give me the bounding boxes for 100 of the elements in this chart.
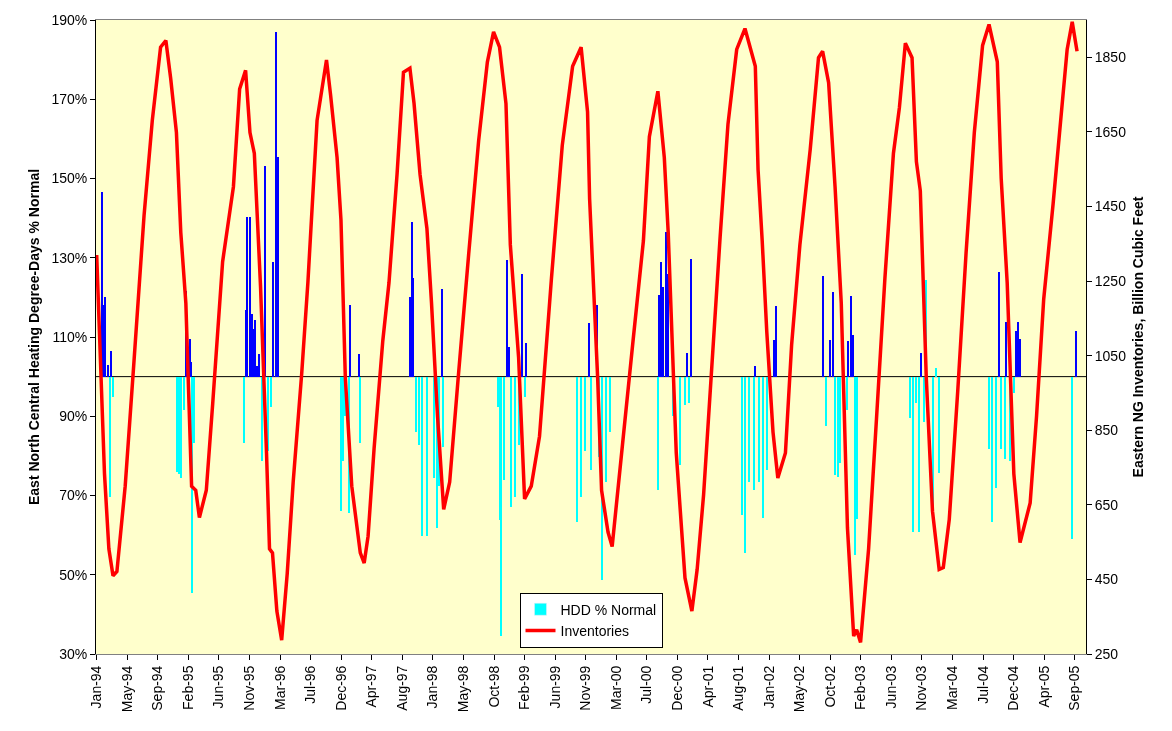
bar [359,377,361,443]
y2-tick-label: 250 [1094,645,1119,662]
bar [1004,377,1006,459]
bar [748,377,750,482]
x-tick-label: Feb-95 [179,665,196,710]
x-tick-label: Apr-01 [699,665,716,708]
bar [1013,377,1015,393]
x-tick-label: Jun-99 [546,665,563,709]
x-tick-label: Dec-00 [668,665,685,711]
y-tick-label: 150% [51,170,88,187]
bar [349,305,351,377]
bar [912,377,914,532]
y-tick-label: 90% [59,408,88,425]
bar [525,343,527,377]
bar [995,377,997,488]
bar [442,377,444,447]
x-tick-label: Feb-99 [516,665,533,710]
legend-label: HDD % Normal [560,601,657,618]
y2-tick-label: 850 [1094,422,1119,439]
y2-axis-title: Eastern NG Inventories, Billion Cubic Feet [1130,196,1147,478]
bar [421,377,423,536]
bar [524,377,526,397]
bar [832,292,834,377]
bar [258,354,260,377]
x-tick-label: Nov-95 [241,665,258,711]
line-series [96,20,1079,645]
bar [923,377,925,422]
bar [854,377,856,555]
bar [753,377,755,490]
bar [850,296,852,377]
y-tick-label: 110% [52,328,88,345]
x-tick-label: Mar-04 [944,665,961,710]
bar [605,377,607,482]
bar [576,377,578,522]
y-tick-label: 50% [59,566,88,583]
x-tick-label: Sep-05 [1066,665,1083,711]
x-tick-label: May-94 [118,665,135,713]
bar [514,377,516,497]
x-tick-label: Mar-00 [607,665,624,710]
bar [754,366,756,377]
x-tick-label: Jun-03 [882,665,899,709]
y-axis-title: East North Central Heating Degree-Days % Normal [25,168,42,506]
bar [679,377,681,465]
y-tick-label: 190% [51,11,88,28]
bar [762,377,764,518]
bar [660,262,662,377]
x-tick-label: Jan-94 [88,665,105,709]
bar [690,259,692,377]
bar [684,377,686,405]
y2-tick-label: 1850 [1094,49,1127,66]
bar [584,377,586,451]
x-tick-label: May-02 [791,665,808,713]
x-tick-label: Mar-96 [271,665,288,710]
x-tick-label: Nov-03 [913,665,930,711]
bar [825,377,827,426]
bar [1017,322,1019,377]
bar [510,377,512,507]
bar [261,377,263,461]
bar [1000,377,1002,449]
bar [766,377,768,470]
x-tick-label: Jul-04 [974,665,991,704]
x-tick-label: Oct-02 [821,665,838,708]
bar [758,377,760,482]
bar [506,260,508,377]
bar [588,323,590,377]
bar [275,32,277,377]
bar [246,217,248,377]
x-tick-label: Jan-02 [760,665,777,709]
bar [998,272,1000,377]
x-tick-label: Jul-00 [638,665,655,704]
y2-tick-label: 1650 [1094,123,1127,140]
y2-tick-label: 1050 [1094,347,1127,364]
y2-tick-label: 650 [1094,496,1119,513]
y-tick-label: 70% [59,487,88,504]
bar [688,377,690,403]
y-tick-label: 130% [51,249,88,266]
x-tick-label: Feb-03 [852,665,869,710]
bar [110,351,112,377]
x-tick-label: Dec-96 [332,665,349,711]
x-tick-label: Dec-04 [1005,665,1022,711]
bar [340,377,342,511]
bar [920,353,922,377]
bar [837,377,839,477]
bar [441,289,443,377]
bar [521,274,523,377]
x-tick-label: Jul-96 [302,665,319,704]
y2-tick-label: 1250 [1094,272,1127,289]
bar [918,377,920,532]
bar [938,377,940,473]
bar [180,377,182,478]
x-tick-label: Nov-99 [577,665,594,711]
bar [665,232,667,377]
y2-tick-label: 450 [1094,571,1119,588]
x-tick-label: Jun-95 [210,665,227,709]
y-tick-label: 30% [59,645,88,662]
bar [249,217,251,377]
x-tick-label: Oct-98 [485,665,502,708]
bar [991,377,993,522]
bar [500,377,502,636]
x-tick-label: Apr-97 [363,665,380,708]
